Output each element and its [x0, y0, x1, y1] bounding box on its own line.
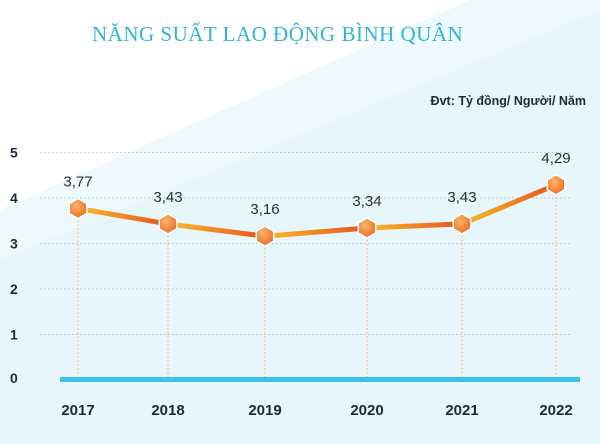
x-tick-label: 2019 — [248, 402, 281, 419]
data-label: 3,16 — [250, 201, 279, 218]
data-point-marker — [158, 213, 178, 235]
data-point-marker — [68, 197, 88, 220]
y-tick-label: 3 — [10, 236, 18, 252]
series-line-segment — [459, 182, 559, 227]
chart-title: NĂNG SUẤT LAO ĐỘNG BÌNH QUÂN — [92, 22, 464, 46]
data-label: 3,34 — [352, 193, 381, 210]
series-line-segment — [364, 221, 465, 231]
y-tick-label: 2 — [10, 281, 18, 297]
x-tick-label: 2020 — [350, 402, 383, 419]
y-tick-label: 0 — [10, 370, 18, 386]
unit-note: Đvt: Tỷ đồng/ Người/ Năm — [430, 94, 586, 108]
data-point-marker — [452, 213, 472, 235]
x-tick-label: 2022 — [539, 402, 572, 419]
y-tick-label: 1 — [10, 327, 18, 343]
background-stripe — [0, 0, 600, 260]
data-point-marker — [357, 217, 377, 239]
series-line-segment — [75, 205, 171, 227]
x-tick-label: 2017 — [61, 402, 94, 419]
data-point-marker — [546, 173, 566, 196]
data-label: 3,43 — [153, 189, 182, 206]
data-label: 3,77 — [63, 173, 92, 190]
data-label: 4,29 — [541, 150, 570, 167]
data-point-marker — [255, 225, 275, 248]
x-tick-label: 2021 — [445, 402, 478, 419]
series-line-segment — [262, 225, 370, 239]
series-line-segment — [165, 221, 268, 239]
x-axis-baseline — [60, 377, 580, 382]
x-tick-label: 2018 — [151, 402, 184, 419]
data-label: 3,43 — [447, 189, 476, 206]
y-tick-label: 5 — [10, 145, 18, 161]
y-tick-label: 4 — [10, 190, 18, 206]
